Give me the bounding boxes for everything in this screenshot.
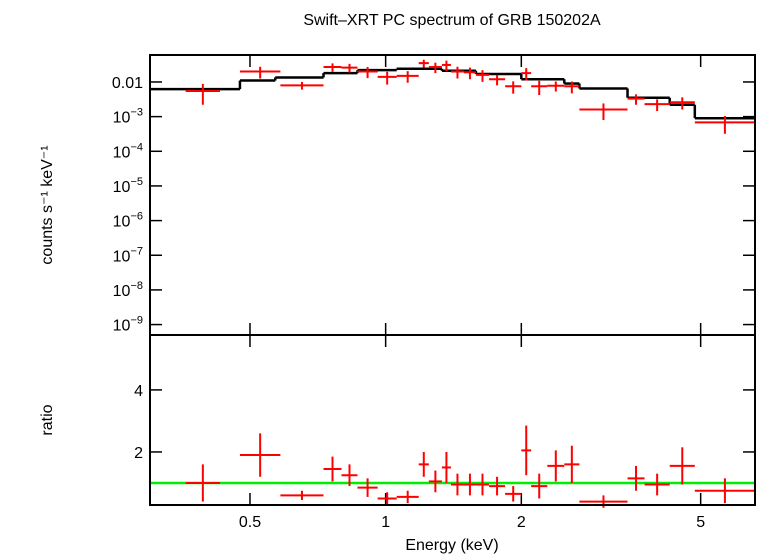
y-tick-label-base: 10: [113, 110, 131, 127]
y-tick-label-base: 10: [113, 214, 131, 231]
y-axis-label: counts s⁻¹ keV⁻¹: [39, 145, 56, 264]
x-axis-label: Energy (keV): [405, 537, 498, 554]
y-tick-label: 10−4: [113, 141, 143, 161]
y-tick-label-exponent: −5: [130, 176, 143, 188]
y-tick-label: 10−9: [113, 315, 143, 335]
x-tick-label: 5: [696, 514, 705, 531]
y-tick-label: 4: [134, 383, 143, 400]
y-tick-label-exponent: −3: [130, 107, 143, 119]
x-tick-label: 2: [517, 514, 526, 531]
y-tick-label: 0.01: [112, 75, 143, 92]
x-tick-label: 0.5: [239, 514, 261, 531]
y-tick-label: 10−5: [113, 176, 143, 196]
y-tick-label-base: 10: [113, 283, 131, 300]
y-tick-label: 10−6: [113, 211, 143, 231]
y-tick-label-exponent: −8: [130, 280, 143, 292]
y-tick-label: 2: [134, 445, 143, 462]
x-tick-label: 1: [381, 514, 390, 531]
chart-title: Swift–XRT PC spectrum of GRB 150202A: [303, 12, 601, 29]
y-tick-label-exponent: −9: [130, 315, 143, 327]
y-tick-label: 10−8: [113, 280, 143, 300]
bottom-panel-frame: [149, 334, 756, 506]
y-tick-label-base: 10: [113, 144, 131, 161]
y-tick-label-base: 10: [113, 318, 131, 335]
y-tick-label-base: 0.01: [112, 75, 143, 92]
y-tick-label-exponent: −6: [130, 211, 143, 223]
y-tick-label-base: 10: [113, 179, 131, 196]
y-tick-label-base: 10: [113, 248, 131, 265]
y-axis-label: ratio: [39, 404, 56, 435]
y-tick-label: 10−7: [113, 245, 143, 265]
y-tick-label-exponent: −4: [130, 141, 143, 153]
y-tick-label-exponent: −7: [130, 245, 143, 257]
y-tick-label: 10−3: [113, 107, 143, 127]
